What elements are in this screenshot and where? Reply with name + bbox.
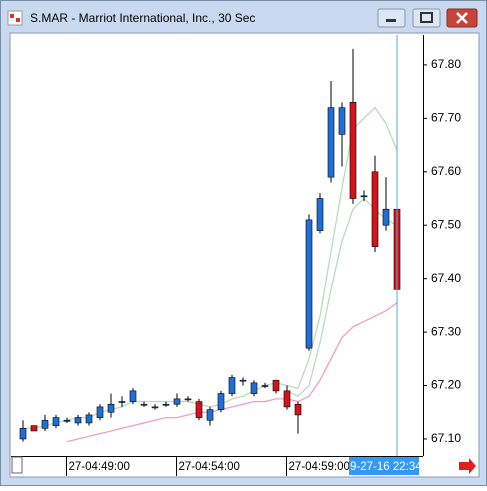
candle-body bbox=[173, 398, 181, 405]
candle-body bbox=[19, 427, 27, 440]
candle-body bbox=[184, 398, 192, 401]
candle-body bbox=[118, 401, 126, 403]
candle-body bbox=[360, 195, 368, 198]
candle-body bbox=[371, 171, 379, 247]
scroll-right-arrow[interactable] bbox=[459, 458, 476, 474]
y-tick-label: 67.60 bbox=[431, 164, 461, 178]
cursor-label: 9-27-16 22:34:00 bbox=[350, 461, 438, 473]
candle-body bbox=[305, 219, 313, 349]
candle-body bbox=[349, 102, 357, 199]
minimize-button[interactable] bbox=[377, 8, 406, 28]
y-tick-label: 67.40 bbox=[431, 271, 461, 285]
candle-body bbox=[327, 107, 335, 178]
cursor-label-bg bbox=[349, 457, 419, 475]
candle-body bbox=[338, 107, 346, 135]
candle-body bbox=[206, 409, 214, 421]
app-icon-dot bbox=[16, 18, 20, 22]
candle-body bbox=[140, 403, 148, 406]
candle-body bbox=[228, 377, 236, 394]
candle-body bbox=[129, 390, 137, 402]
candle-body bbox=[96, 406, 104, 418]
plot-area: 67.10 67.20 67.30 67.40 67.50 67.60 67.70 67.80… bbox=[19, 35, 461, 476]
y-tick-label: 67.70 bbox=[431, 111, 461, 125]
candle-body bbox=[283, 390, 291, 408]
candle-body bbox=[250, 382, 258, 394]
candle-body bbox=[272, 379, 280, 392]
candle-body bbox=[151, 406, 159, 409]
y-tick-label: 67.50 bbox=[431, 217, 461, 231]
candle-body bbox=[162, 403, 170, 406]
candle-body bbox=[195, 401, 203, 418]
candle-body bbox=[74, 417, 82, 424]
app-icon-dot bbox=[10, 14, 14, 18]
window-title: S.MAR - Marriot International, Inc., 30 … bbox=[30, 11, 255, 25]
x-tick-label: 27-04:49:00 bbox=[69, 461, 130, 473]
candle-body bbox=[294, 403, 302, 416]
candle-body bbox=[41, 419, 49, 429]
candle-body bbox=[239, 379, 247, 382]
moving-average-line bbox=[23, 106, 398, 429]
candle-body bbox=[85, 414, 93, 424]
candle-body bbox=[52, 417, 60, 426]
y-tick-label: 67.20 bbox=[431, 378, 461, 392]
x-tick-label: 27-04:59:00 bbox=[289, 461, 350, 473]
candle-body bbox=[63, 419, 71, 422]
moving-average-line bbox=[66, 302, 398, 443]
candle-body bbox=[217, 393, 225, 410]
moving-average-line bbox=[286, 197, 398, 398]
candle-body bbox=[107, 403, 115, 413]
maximize-button[interactable] bbox=[412, 8, 441, 28]
candle-body bbox=[316, 198, 324, 231]
candle-body bbox=[261, 385, 269, 387]
y-tick-label: 67.30 bbox=[431, 324, 461, 338]
y-tick-label: 67.80 bbox=[431, 57, 461, 71]
candle-body bbox=[382, 208, 390, 226]
chart-frame bbox=[9, 32, 480, 478]
candle-body bbox=[30, 425, 38, 432]
y-tick-label: 67.10 bbox=[431, 431, 461, 445]
x-tick-label: 27-04:54:00 bbox=[179, 461, 240, 473]
close-button[interactable] bbox=[446, 8, 478, 28]
scroll-box[interactable] bbox=[11, 456, 23, 474]
